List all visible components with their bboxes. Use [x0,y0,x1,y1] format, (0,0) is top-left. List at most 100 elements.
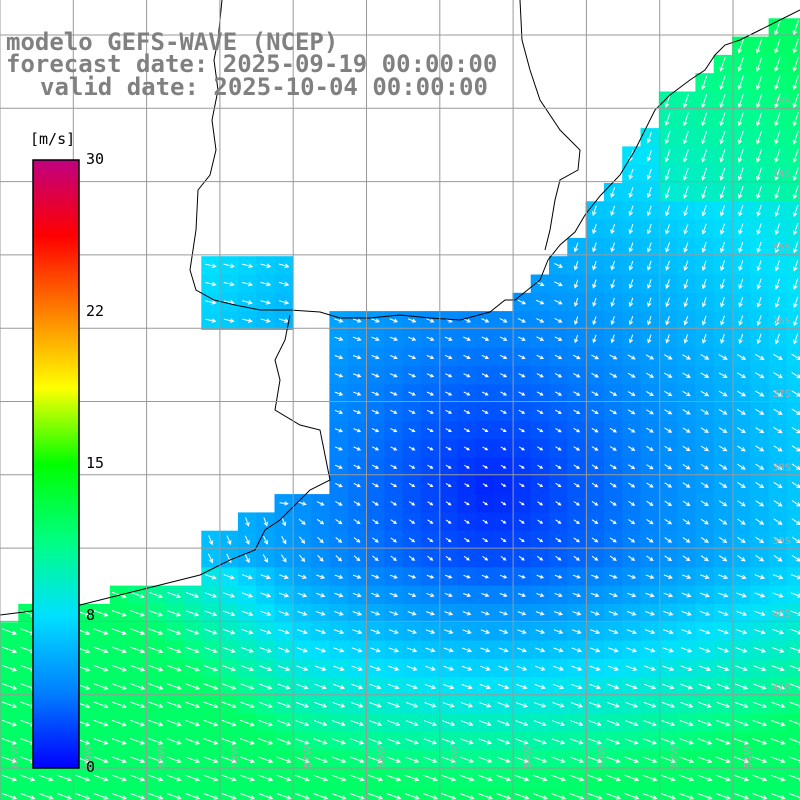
wind-arrow [500,555,507,561]
wind-arrow [423,756,438,763]
wind-arrow [148,793,164,800]
wind-arrow [533,720,547,727]
wind-arrow [700,427,710,433]
wind-arrow [554,336,563,341]
wind-arrow [499,574,508,579]
wind-arrow [222,665,237,672]
wind-arrow [408,519,416,524]
wind-arrow [368,793,384,800]
wind-arrow [646,427,654,433]
wind-arrow [204,574,217,580]
wind-arrow [497,720,511,727]
wind-arrow [626,629,637,635]
wind-arrow [554,391,563,396]
wind-arrow [755,481,765,489]
wind-arrow [333,647,345,653]
wind-arrow [20,793,36,800]
wind-arrow [353,428,362,433]
wind-arrow [773,463,783,470]
wind-arrow [683,334,689,344]
wind-arrow [278,300,290,305]
wind-arrow [148,664,164,672]
wind-arrow [718,592,729,598]
wind-arrow [737,482,746,489]
wind-speed-cell [786,18,800,38]
wind-arrow [480,611,490,616]
wind-arrow [130,683,146,690]
wind-arrow [316,574,326,579]
wind-speed-cell [786,164,800,184]
wind-arrow [223,318,235,323]
wind-arrow [496,774,512,782]
wind-speed-cell [786,237,800,257]
wind-arrow [406,683,418,690]
wind-arrow [482,501,488,506]
wind-arrow [352,318,362,323]
wind-arrow [353,500,361,506]
wind-arrow [664,94,671,108]
wind-arrow [662,647,675,653]
wind-arrow [718,445,728,452]
wind-arrow [408,446,416,451]
wind-arrow [701,278,707,290]
wind-arrow [734,719,749,727]
wind-arrow [755,38,763,54]
wind-arrow [349,793,365,800]
wind-arrow [498,665,510,671]
wind-arrow [720,260,725,272]
wind-speed-cell [786,475,800,495]
wind-arrow [353,446,362,451]
wind-arrow [737,75,744,91]
wind-speed-cell [786,36,800,56]
wind-arrow [591,372,599,378]
wind-arrow [609,446,617,451]
wind-arrow [537,501,544,506]
wind-arrow [443,665,455,671]
wind-arrow [93,701,109,709]
wind-arrow [793,259,799,272]
wind-arrow [461,665,473,671]
wind-arrow [770,756,786,764]
wind-arrow [408,482,416,488]
wind-arrow [682,482,691,488]
wind-arrow [93,610,109,617]
wind-arrow [371,336,380,341]
wind-arrow [352,355,362,360]
wind-arrow [386,793,402,800]
wind-arrow [93,793,109,800]
wind-arrow [481,336,490,341]
wind-arrow [517,318,526,323]
wind-arrow [517,611,527,616]
wind-arrow [609,427,617,433]
wind-arrow [573,464,581,469]
wind-arrow [683,260,689,271]
wind-arrow [460,720,474,727]
wind-arrow [368,756,383,763]
wind-arrow [720,297,725,308]
wind-arrow [587,793,603,800]
wind-arrow [774,241,781,254]
wind-arrow [536,373,544,378]
wind-arrow [591,537,599,543]
wind-arrow [444,592,453,598]
wind-arrow [592,316,597,326]
wind-arrow [148,683,164,690]
wind-arrow [756,204,762,217]
wind-arrow [738,260,744,272]
wind-arrow [610,260,615,271]
wind-arrow [331,793,347,800]
wind-arrow [441,756,456,763]
wind-arrow [700,482,709,488]
wind-arrow [701,297,707,308]
wind-arrow [427,482,434,488]
longitude-label: 61W [10,745,21,768]
wind-arrow [222,610,236,617]
wind-arrow [681,574,692,580]
wind-arrow [2,774,18,782]
wind-arrow [389,373,398,378]
wind-arrow [315,647,327,653]
wind-arrow [718,500,728,507]
wind-arrow [664,112,671,127]
wind-arrow [204,610,218,617]
wind-arrow [405,756,420,763]
